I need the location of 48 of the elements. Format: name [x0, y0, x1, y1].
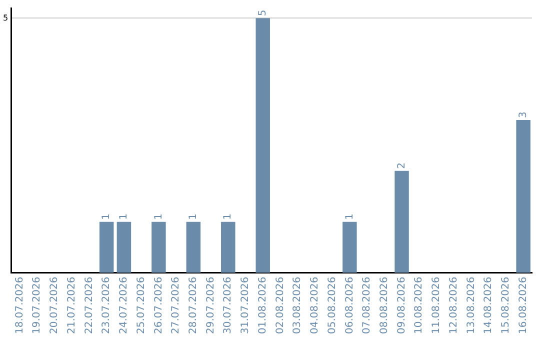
bar [186, 222, 201, 273]
bar [116, 222, 132, 273]
x-tick-label: 07.08.2026 [362, 276, 373, 334]
x-tick-label: 25.07.2026 [136, 276, 147, 334]
x-tick-label: 30.07.2026 [222, 276, 234, 334]
x-tick-label: 31.07.2026 [240, 276, 252, 334]
x-tick-label: 21.07.2026 [66, 276, 78, 334]
x-tick-label: 14.08.2026 [483, 276, 494, 334]
bar [221, 222, 236, 273]
data-label: 1 [188, 213, 199, 220]
x-tick-label: 08.08.2026 [379, 276, 390, 334]
x-tick-label: 11.08.2026 [431, 276, 442, 334]
x-tick-label: 10.08.2026 [414, 276, 425, 334]
x-tick-label: 03.08.2026 [292, 276, 304, 334]
x-tick-label: 28.07.2026 [188, 276, 199, 334]
bar [342, 222, 357, 273]
x-tick-label: 06.08.2026 [344, 276, 356, 334]
bar [152, 222, 166, 273]
x-tick-label: 16.08.2026 [518, 276, 529, 334]
x-tick-label: 20.07.2026 [49, 276, 60, 334]
x-tick-label: 05.08.2026 [326, 276, 338, 334]
data-label: 2 [396, 162, 408, 169]
x-tick-label: 02.08.2026 [274, 276, 286, 334]
x-tick-label: 22.07.2026 [84, 276, 95, 334]
x-tick-label: 04.08.2026 [310, 276, 321, 334]
x-tick-label: 23.07.2026 [101, 276, 112, 334]
data-label: 1 [153, 213, 164, 220]
x-tick-label: 01.08.2026 [257, 276, 268, 334]
x-tick-label: 24.07.2026 [118, 276, 130, 334]
data-label: 1 [344, 213, 356, 220]
x-tick-label: 19.07.2026 [32, 276, 43, 334]
data-label: 3 [518, 112, 529, 118]
x-tick-label: 18.07.2026 [14, 276, 26, 334]
bar [394, 170, 409, 273]
data-label: 1 [101, 213, 112, 220]
x-tick-label: 09.08.2026 [396, 276, 408, 334]
x-tick-label: 12.08.2026 [448, 276, 460, 334]
data-label: 1 [222, 213, 234, 220]
x-tick-label: 29.07.2026 [205, 276, 216, 334]
x-tick-label: 26.07.2026 [153, 276, 164, 334]
data-label: 1 [118, 213, 130, 220]
bar [99, 222, 114, 273]
data-label: 5 [257, 10, 268, 16]
bar [256, 18, 270, 273]
x-tick-label: 13.08.2026 [466, 276, 477, 334]
bar [516, 120, 530, 273]
x-tick-label: 15.08.2026 [500, 276, 512, 334]
x-tick-label: 27.07.2026 [170, 276, 182, 334]
